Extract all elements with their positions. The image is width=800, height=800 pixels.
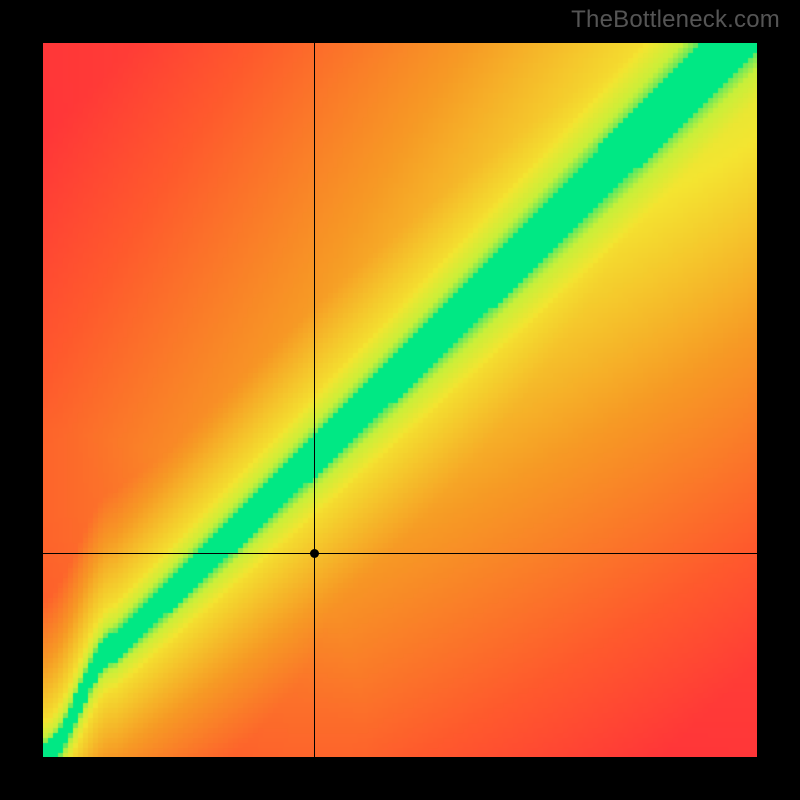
crosshair-marker [310,549,319,558]
heatmap-canvas [43,43,757,757]
crosshair-vertical [314,43,315,757]
chart-frame: TheBottleneck.com [0,0,800,800]
site-watermark: TheBottleneck.com [571,6,780,34]
plot-area [43,43,757,757]
crosshair-horizontal [43,553,757,554]
